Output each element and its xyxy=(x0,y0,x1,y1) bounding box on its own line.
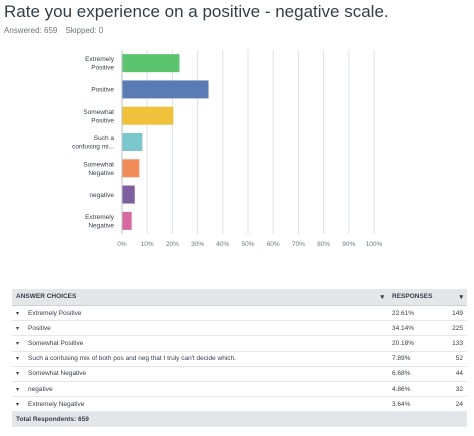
answer-choice-cell: ▾ Somewhat Negative xyxy=(12,366,388,382)
row-caret-icon[interactable]: ▾ xyxy=(16,401,20,408)
answer-choice-cell: ▾ Somewhat Positive xyxy=(12,335,388,352)
bar[interactable] xyxy=(122,185,135,204)
question-title: Rate you experience on a positive - nega… xyxy=(4,2,389,21)
answer-choice-cell: ▾ Extremely Positive xyxy=(12,305,388,322)
response-percent: 34.14% xyxy=(388,320,434,337)
sort-caret-icon[interactable]: ▾ xyxy=(459,294,464,301)
question-stats: Answered: 659 Skipped: 0 xyxy=(4,26,103,35)
row-caret-icon[interactable]: ▾ xyxy=(16,325,20,332)
responses-header-label: RESPONSES xyxy=(392,293,433,300)
category-label: Positive xyxy=(91,87,114,94)
x-tick-label: 60% xyxy=(267,241,280,248)
answer-choice-cell: ▾ negative xyxy=(12,381,388,398)
response-percent: 20.18% xyxy=(388,335,434,352)
category-label: Somewhat xyxy=(83,161,114,168)
category-label: Somewhat xyxy=(83,109,114,116)
bar[interactable] xyxy=(122,80,209,99)
answer-choices-header[interactable]: ANSWER CHOICES ▾ xyxy=(12,289,388,306)
x-tick-label: 10% xyxy=(141,241,154,248)
x-tick-label: 30% xyxy=(191,241,204,248)
table-row: ▾ Somewhat Negative 6.68% 44 xyxy=(12,366,468,382)
response-percent: 6.68% xyxy=(388,366,434,382)
category-label: negative xyxy=(89,192,114,199)
bar[interactable] xyxy=(122,133,143,151)
category-label: Negative xyxy=(88,170,114,177)
answer-choice-cell: ▾ Positive xyxy=(12,320,388,337)
table-row: ▾ Positive 34.14% 225 xyxy=(12,320,468,337)
x-tick-label: 50% xyxy=(241,241,254,248)
row-caret-icon[interactable]: ▾ xyxy=(16,386,20,393)
category-label: Negative xyxy=(88,222,114,229)
answer-choice-cell: ▾ Such a confusing mix of both pos and ne… xyxy=(12,351,388,367)
row-caret-icon[interactable]: ▾ xyxy=(16,340,20,347)
response-percent: 4.86% xyxy=(388,381,434,398)
response-count: 24 xyxy=(434,396,468,413)
bar[interactable] xyxy=(122,54,180,73)
category-label: Positive xyxy=(91,65,114,72)
category-label: Extremely xyxy=(85,214,115,221)
bar[interactable] xyxy=(122,211,132,230)
x-tick-label: 0% xyxy=(117,241,127,248)
response-count: 225 xyxy=(434,320,468,337)
table-row: ▾ Somewhat Positive 20.18% 133 xyxy=(12,335,468,352)
x-tick-label: 40% xyxy=(216,241,229,248)
response-count: 133 xyxy=(434,335,468,352)
answer-choice-label: Somewhat Negative xyxy=(28,370,87,378)
answer-choice-label: Positive xyxy=(28,324,51,332)
bar[interactable] xyxy=(122,106,174,125)
answer-choice-label: Extremely Negative xyxy=(28,400,85,408)
response-count: 52 xyxy=(434,351,468,367)
table-header-row: ANSWER CHOICES ▾ RESPONSES ▾ xyxy=(12,289,468,306)
answer-choice-label: Somewhat Positive xyxy=(28,339,84,347)
response-percent: 3.64% xyxy=(388,396,434,413)
table-row: ▾ Extremely Positive 22.61% 149 xyxy=(12,305,468,322)
answer-choice-label: negative xyxy=(28,385,53,393)
category-label: Extremely xyxy=(85,56,115,63)
answer-choice-label: Such a confusing mix of both pos and neg… xyxy=(28,355,236,363)
response-count: 32 xyxy=(434,381,468,398)
response-count: 149 xyxy=(434,305,468,322)
total-respondents: Total Respondents: 659 xyxy=(12,411,468,427)
category-label: Such a xyxy=(94,135,115,142)
sort-caret-icon[interactable]: ▾ xyxy=(380,294,384,301)
x-tick-label: 70% xyxy=(292,241,305,248)
skipped-count: Skipped: 0 xyxy=(65,26,104,35)
table-row: ▾ negative 4.86% 32 xyxy=(12,381,468,398)
answer-choice-label: Extremely Positive xyxy=(28,309,82,317)
row-caret-icon[interactable]: ▾ xyxy=(16,310,20,317)
category-label: Positive xyxy=(91,117,114,124)
total-row: Total Respondents: 659 xyxy=(12,411,468,427)
response-percent: 22.61% xyxy=(388,305,434,322)
answer-choice-cell: ▾ Extremely Negative xyxy=(12,396,388,413)
category-label: confusing mi... xyxy=(72,144,114,151)
table-row: ▾ Extremely Negative 3.64% 24 xyxy=(12,396,468,413)
bar[interactable] xyxy=(122,159,140,178)
x-tick-label: 20% xyxy=(166,241,179,248)
row-caret-icon[interactable]: ▾ xyxy=(16,371,20,378)
responses-header[interactable]: RESPONSES ▾ xyxy=(388,289,468,306)
answer-choices-table: ANSWER CHOICES ▾ RESPONSES ▾ ▾ Extremely … xyxy=(12,289,468,427)
x-tick-label: 90% xyxy=(342,241,355,248)
response-percent: 7.89% xyxy=(388,351,434,367)
answer-choices-header-label: ANSWER CHOICES xyxy=(16,293,77,300)
response-bar-chart: 0% 10% 20% 30% 40% 50% 60% 70% 80% 90% 100% Extreme… xyxy=(72,50,383,248)
response-count: 44 xyxy=(434,366,468,382)
row-caret-icon[interactable]: ▾ xyxy=(16,356,20,363)
x-tick-label: 80% xyxy=(317,241,330,248)
table-row: ▾ Such a confusing mix of both pos and ne… xyxy=(12,351,468,367)
x-tick-label: 100% xyxy=(366,241,383,248)
answered-count: Answered: 659 xyxy=(4,26,58,35)
